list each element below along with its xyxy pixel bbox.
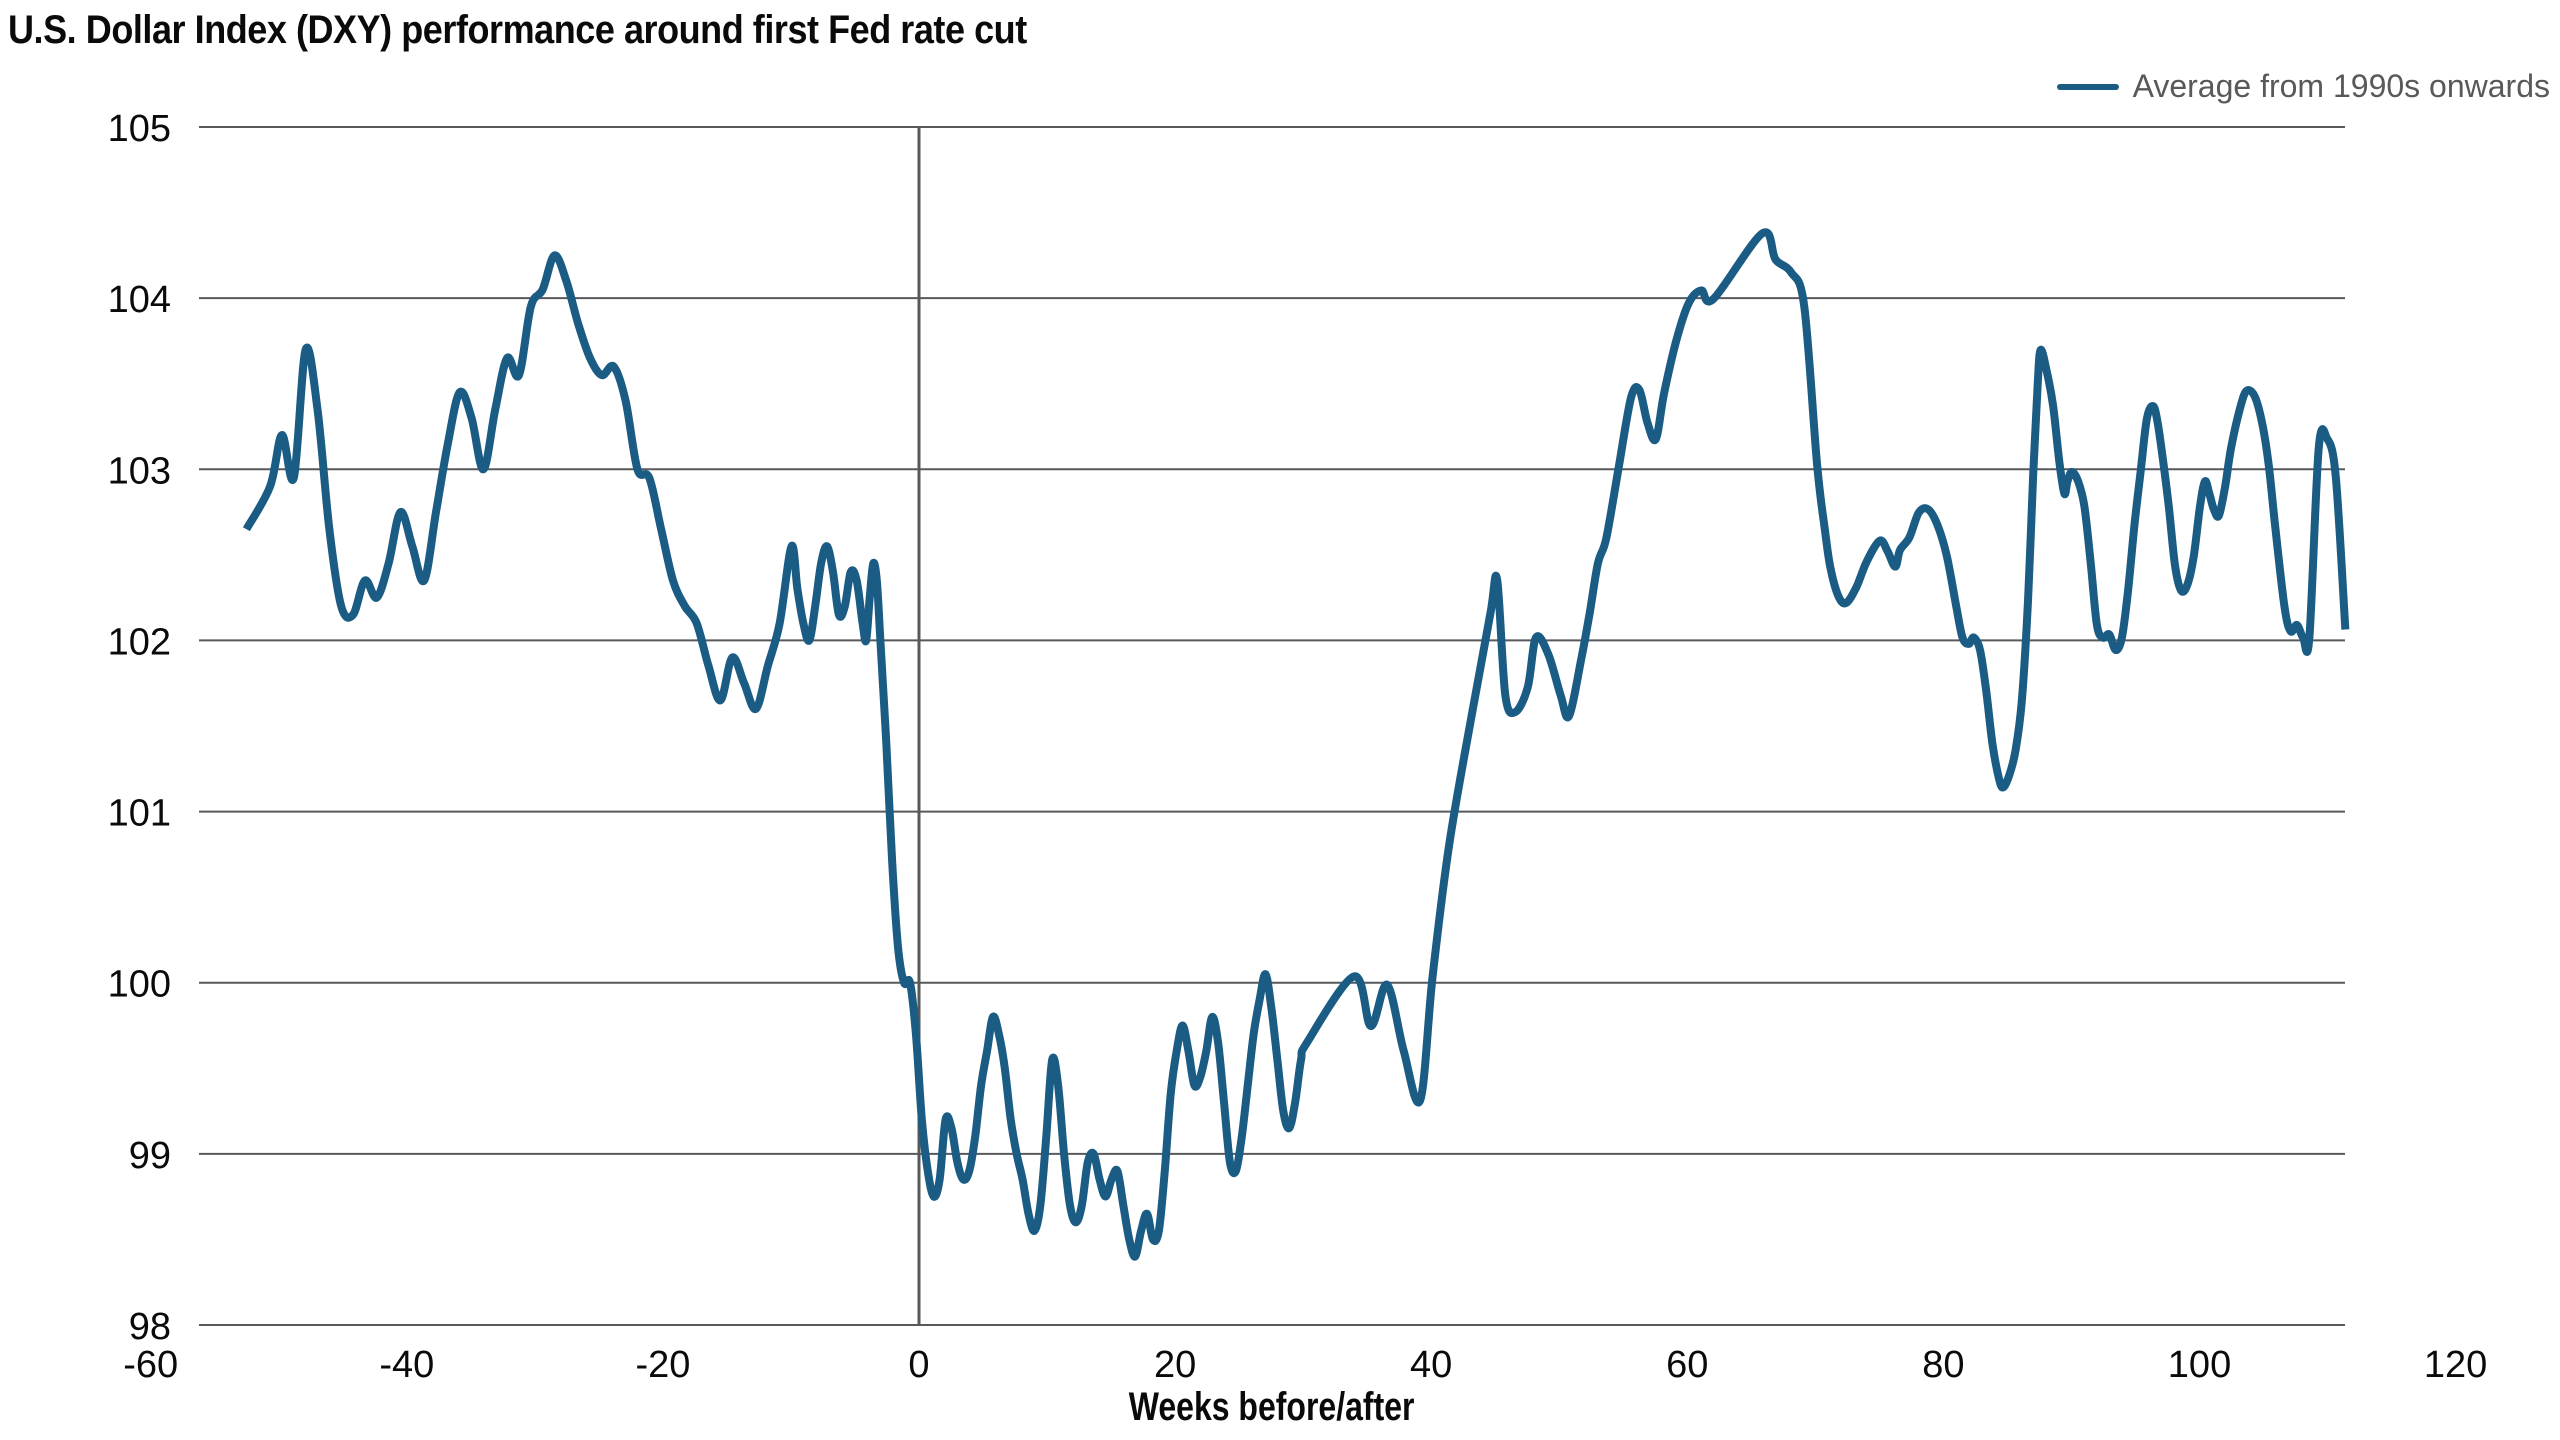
svg-text:105: 105 [108,108,171,150]
svg-text:0: 0 [908,1344,929,1386]
svg-text:102: 102 [108,621,171,663]
svg-text:80: 80 [1922,1344,1964,1386]
svg-text:60: 60 [1666,1344,1708,1386]
svg-text:104: 104 [108,279,171,321]
svg-text:98: 98 [129,1306,171,1348]
svg-text:99: 99 [129,1135,171,1177]
svg-text:101: 101 [108,793,171,835]
svg-text:100: 100 [2168,1344,2231,1386]
svg-text:-40: -40 [379,1344,434,1386]
svg-text:100: 100 [108,964,171,1006]
svg-text:40: 40 [1410,1344,1452,1386]
svg-text:-60: -60 [123,1344,178,1386]
svg-text:-20: -20 [635,1344,690,1386]
svg-text:103: 103 [108,450,171,492]
svg-text:120: 120 [2424,1344,2487,1386]
svg-text:20: 20 [1154,1344,1196,1386]
